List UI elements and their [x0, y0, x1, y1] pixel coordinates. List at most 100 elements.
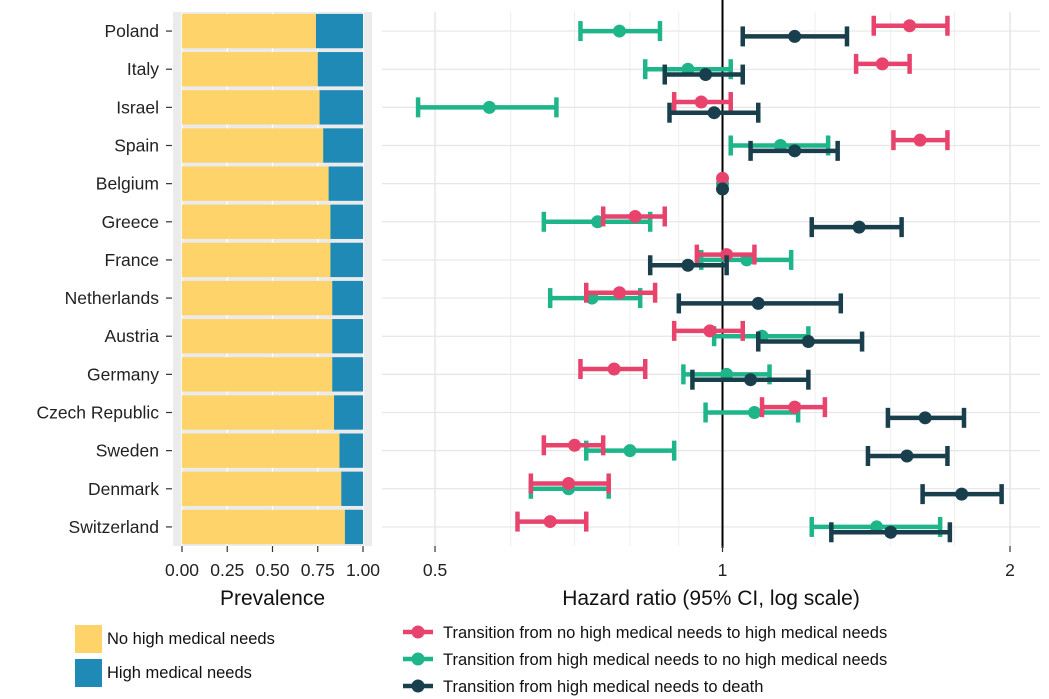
estimate-point — [751, 296, 765, 310]
country-label-greece: Greece — [102, 212, 159, 232]
country-label-austria: Austria — [105, 326, 160, 346]
bar-czech-republic-no-high-medical-needs — [182, 395, 335, 430]
country-labels: Poland Italy Israel Spain Belgium Greece Franc… — [36, 21, 172, 537]
estimate-point — [955, 487, 969, 501]
country-label-denmark: Denmark — [88, 479, 159, 499]
estimate-point — [788, 144, 802, 158]
ci-belgium-series-3 — [716, 182, 730, 196]
hazard-ratio-x-tick-label: 0.5 — [423, 560, 447, 580]
estimate-point — [747, 406, 761, 419]
ci-poland-series-3 — [740, 26, 850, 47]
bar-denmark-no-high-medical-needs — [182, 471, 342, 506]
prevalence-x-tick-label: 0.50 — [255, 560, 289, 580]
prevalence-panel: Poland Italy Israel Spain Belgium Greece Franc… — [36, 12, 380, 610]
hazard-ratio-x-axis-title: Hazard ratio (95% CI, log scale) — [562, 587, 860, 610]
legend-key-point-series-1 — [411, 625, 425, 639]
estimate-point — [612, 286, 626, 300]
legend-swatch-high-medical-needs — [75, 659, 102, 687]
estimate-point — [913, 133, 927, 147]
prevalence-legend: No high medical needs High medical needs — [75, 625, 275, 687]
estimate-point — [900, 449, 914, 463]
prevalence-x-tick-label: 0.00 — [165, 560, 199, 580]
ci-austria-series-1 — [671, 320, 745, 341]
country-label-israel: Israel — [116, 97, 159, 117]
ci-spain-series-1 — [891, 130, 950, 151]
estimate-point — [852, 220, 866, 234]
estimate-point — [703, 324, 717, 338]
bar-switzerland-high-medical-needs — [344, 509, 363, 545]
bar-denmark-high-medical-needs — [341, 471, 363, 506]
bar-france-high-medical-needs — [330, 242, 363, 278]
bar-germany-no-high-medical-needs — [182, 357, 333, 392]
ci-greece-series-1 — [600, 206, 668, 227]
ci-france-series-3 — [647, 255, 729, 276]
country-label-germany: Germany — [87, 364, 159, 384]
estimate-point — [562, 476, 576, 490]
bar-austria-high-medical-needs — [332, 319, 363, 354]
ci-austria-series-3 — [756, 331, 865, 352]
bar-belgium-no-high-medical-needs — [182, 166, 329, 201]
bar-netherlands-no-high-medical-needs — [182, 280, 333, 316]
estimate-point — [694, 95, 708, 109]
ci-israel-series-3 — [667, 102, 761, 123]
ci-netherlands-series-3 — [676, 293, 844, 314]
country-label-netherlands: Netherlands — [65, 288, 160, 308]
ci-sweden-series-3 — [865, 445, 950, 466]
prevalence-x-ticks: 0.00 0.25 0.50 0.75 1.00 — [165, 546, 380, 580]
ci-italy-series-3 — [662, 64, 745, 85]
bar-belgium-high-medical-needs — [328, 166, 363, 201]
estimate-point — [607, 362, 621, 376]
bar-sweden-no-high-medical-needs — [182, 433, 340, 468]
estimate-point — [568, 438, 582, 452]
bar-switzerland-no-high-medical-needs — [182, 509, 345, 545]
bar-czech-republic-high-medical-needs — [334, 395, 363, 430]
estimate-point — [543, 515, 557, 529]
bar-poland-high-medical-needs — [315, 13, 363, 49]
ci-netherlands-series-1 — [584, 282, 658, 303]
estimate-point — [788, 400, 802, 414]
hazard-ratio-panel: 0.5 1 2 Hazard ratio (95% CI, log scale) — [382, 0, 1040, 610]
estimate-point — [716, 171, 730, 185]
estimate-point — [707, 106, 721, 120]
country-label-spain: Spain — [114, 136, 159, 156]
prevalence-bars — [182, 13, 363, 545]
legend-label-series-2: Transition from high medical needs to no… — [443, 651, 887, 669]
ci-germany-series-3 — [690, 369, 811, 390]
hazard-ratio-legend: Transition from no high medical needs to… — [403, 624, 887, 696]
estimate-point — [699, 68, 713, 82]
estimate-point — [681, 258, 695, 272]
ci-sweden-series-1 — [541, 435, 606, 456]
hazard-ratio-x-tick-label: 2 — [1005, 560, 1015, 580]
ci-poland-series-2 — [578, 21, 663, 42]
bar-italy-no-high-medical-needs — [182, 52, 318, 87]
ci-israel-series-2 — [415, 97, 559, 118]
ci-belgium-series-1 — [716, 171, 730, 185]
bar-greece-no-high-medical-needs — [182, 204, 331, 239]
legend-swatch-no-high-medical-needs — [75, 625, 102, 653]
estimate-point — [623, 444, 637, 458]
estimate-point — [720, 248, 734, 262]
estimate-point — [482, 100, 496, 114]
country-label-italy: Italy — [127, 59, 159, 79]
bar-poland-no-high-medical-needs — [182, 13, 316, 49]
bar-israel-high-medical-needs — [319, 90, 363, 125]
ci-israel-series-1 — [671, 92, 733, 113]
country-label-france: France — [105, 250, 159, 270]
ci-switzerland-series-3 — [829, 522, 953, 543]
ci-germany-series-1 — [578, 359, 648, 380]
estimate-point — [884, 525, 898, 539]
ci-czech-republic-series-1 — [759, 397, 828, 418]
bar-austria-no-high-medical-needs — [182, 319, 333, 354]
country-label-sweden: Sweden — [96, 441, 159, 461]
country-label-switzerland: Switzerland — [69, 517, 159, 537]
bar-germany-high-medical-needs — [332, 357, 363, 392]
ci-sweden-series-2 — [584, 440, 677, 461]
estimate-point — [628, 209, 642, 223]
country-label-czech-republic: Czech Republic — [36, 403, 159, 423]
ci-italy-series-1 — [853, 53, 912, 74]
hazard-ratio-marks — [415, 15, 1004, 543]
country-label-belgium: Belgium — [96, 174, 159, 194]
ci-czech-republic-series-3 — [885, 407, 967, 428]
estimate-point — [744, 373, 758, 387]
